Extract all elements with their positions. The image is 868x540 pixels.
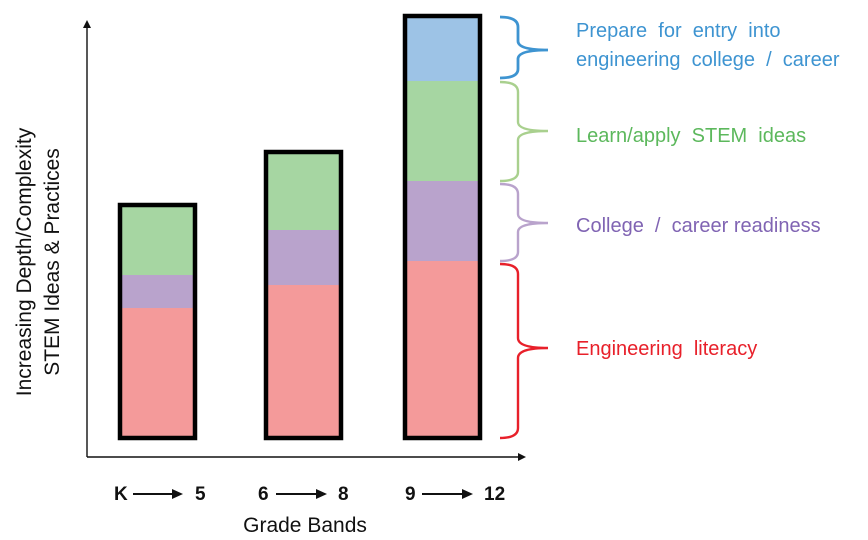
bar-segment-readiness (266, 230, 341, 285)
bar-segment-stem (266, 152, 341, 230)
grade-band-end: 8 (338, 484, 349, 505)
grade-band-end: 12 (484, 484, 505, 505)
bar-2 (263, 149, 344, 441)
bar-3 (402, 13, 483, 441)
y-axis-title-line2: STEM Ideas & Practices (41, 148, 64, 376)
bar-segment-stem (405, 81, 480, 181)
grade-band-end: 5 (195, 484, 206, 505)
bar-segment-entry (405, 16, 480, 81)
bar-segment-literacy (266, 285, 341, 438)
y-axis-title-line1: Increasing Depth/Complexity (13, 127, 36, 396)
label-entry-line1: Prepare for entry into (576, 20, 781, 42)
grade-band-6-8: 6 8 (258, 484, 349, 505)
x-axis-title: Grade Bands (243, 514, 367, 537)
bar-outline (263, 149, 344, 441)
label-readiness: College / career readiness (576, 215, 821, 237)
brace-entry (499, 15, 549, 80)
bar-segment-readiness (405, 181, 480, 261)
brace-readiness (499, 182, 549, 263)
grade-band-9-12: 9 12 (405, 484, 505, 505)
grade-band-start: K (114, 484, 128, 505)
grade-band-k-5: K 5 (114, 484, 206, 505)
label-literacy: Engineering literacy (576, 338, 757, 360)
bar-outline (117, 202, 198, 441)
label-stem: Learn/apply STEM ideas (576, 125, 806, 147)
bar-segment-readiness (120, 275, 195, 308)
y-axis-title: Increasing Depth/Complexity STEM Ideas &… (13, 127, 64, 396)
grade-band-start: 6 (258, 484, 269, 505)
bars (117, 13, 483, 441)
bar-segment-literacy (120, 308, 195, 438)
bar-outline (402, 13, 483, 441)
bar-segment-stem (120, 205, 195, 275)
bar-segment-literacy (405, 261, 480, 438)
label-entry-line2: engineering college / career (576, 49, 840, 71)
brace-literacy (499, 262, 549, 440)
brace-stem (499, 80, 549, 183)
grade-band-start: 9 (405, 484, 416, 505)
bar-1 (117, 202, 198, 441)
